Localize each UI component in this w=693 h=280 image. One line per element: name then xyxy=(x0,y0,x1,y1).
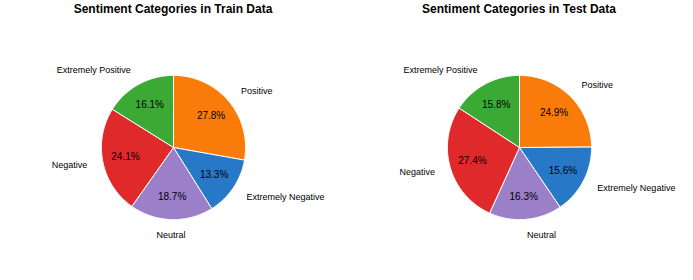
svg-text:Extremely Positive: Extremely Positive xyxy=(404,65,478,75)
html-text:Sentiment Categories in Test D: Sentiment Categories in Test Data xyxy=(422,2,616,16)
svg-text:15.8%: 15.8% xyxy=(482,99,510,110)
svg-text:15.6%: 15.6% xyxy=(549,165,577,176)
svg-text:Neutral: Neutral xyxy=(527,230,556,240)
svg-text:16.3%: 16.3% xyxy=(509,191,537,202)
svg-text:Positive: Positive xyxy=(241,86,273,96)
svg-text:Extremely Positive: Extremely Positive xyxy=(57,65,131,75)
svg-text:Neutral: Neutral xyxy=(157,230,186,240)
svg-text:Extremely Negative: Extremely Negative xyxy=(597,183,675,193)
svg-text:Positive: Positive xyxy=(581,80,613,90)
svg-text:Extremely Negative: Extremely Negative xyxy=(246,192,324,202)
svg-text:Negative: Negative xyxy=(400,167,436,177)
svg-text:18.7%: 18.7% xyxy=(158,191,186,202)
html-text:Sentiment Categories in Train: Sentiment Categories in Train Data xyxy=(73,2,273,16)
svg-text:Negative: Negative xyxy=(52,160,88,170)
svg-text:27.4%: 27.4% xyxy=(458,155,486,166)
svg-text:24.1%: 24.1% xyxy=(111,151,139,162)
svg-text:24.9%: 24.9% xyxy=(540,107,568,118)
svg-text:16.1%: 16.1% xyxy=(136,99,164,110)
svg-text:13.3%: 13.3% xyxy=(200,169,228,180)
svg-text:27.8%: 27.8% xyxy=(197,110,225,121)
